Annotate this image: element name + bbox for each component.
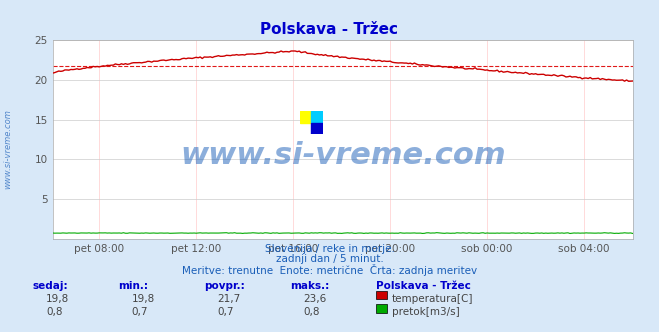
Text: 23,6: 23,6 xyxy=(303,294,326,304)
Text: maks.:: maks.: xyxy=(290,281,330,290)
Text: min.:: min.: xyxy=(119,281,149,290)
Text: 0,8: 0,8 xyxy=(46,307,63,317)
Text: Polskava - Tržec: Polskava - Tržec xyxy=(376,281,471,290)
Text: Slovenija / reke in morje.: Slovenija / reke in morje. xyxy=(264,244,395,254)
Bar xyxy=(300,111,312,123)
Text: 0,8: 0,8 xyxy=(303,307,320,317)
Text: Polskava - Tržec: Polskava - Tržec xyxy=(260,22,399,37)
Bar xyxy=(312,111,323,123)
Text: 0,7: 0,7 xyxy=(132,307,148,317)
Bar xyxy=(312,123,323,134)
Text: www.si-vreme.com: www.si-vreme.com xyxy=(3,110,13,189)
Text: 19,8: 19,8 xyxy=(46,294,69,304)
Text: www.si-vreme.com: www.si-vreme.com xyxy=(180,141,505,170)
Text: zadnji dan / 5 minut.: zadnji dan / 5 minut. xyxy=(275,254,384,264)
Text: 0,7: 0,7 xyxy=(217,307,234,317)
Text: 21,7: 21,7 xyxy=(217,294,241,304)
Text: temperatura[C]: temperatura[C] xyxy=(392,294,474,304)
Text: povpr.:: povpr.: xyxy=(204,281,245,290)
Text: sedaj:: sedaj: xyxy=(33,281,69,290)
Text: pretok[m3/s]: pretok[m3/s] xyxy=(392,307,460,317)
Text: Meritve: trenutne  Enote: metrične  Črta: zadnja meritev: Meritve: trenutne Enote: metrične Črta: … xyxy=(182,264,477,276)
Text: 19,8: 19,8 xyxy=(132,294,155,304)
